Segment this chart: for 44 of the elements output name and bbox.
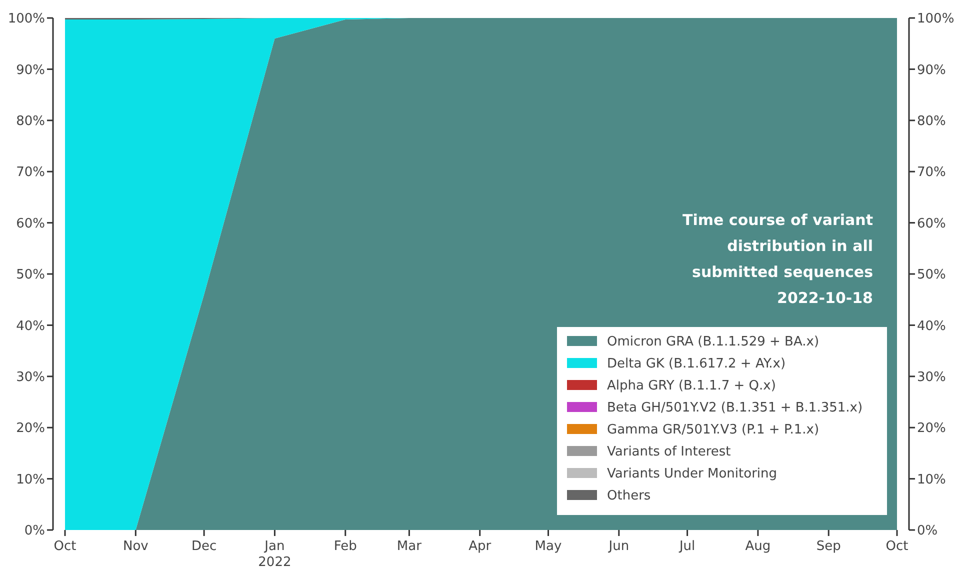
y-tick-label: 20% <box>16 421 45 436</box>
legend-label: Alpha GRY (B.1.1.7 + Q.x) <box>607 378 776 394</box>
legend-label: Beta GH/501Y.V2 (B.1.351 + B.1.351.x) <box>607 400 863 416</box>
y-tick-label: 90% <box>16 62 45 78</box>
x-tick-label: Sep <box>816 539 841 554</box>
y-tick-label: 40% <box>16 318 45 334</box>
y2-tick-label: 50% <box>917 268 946 283</box>
x-tick-label: Oct <box>886 539 908 554</box>
y-tick-label: 70% <box>16 165 45 180</box>
x-tick-label: Jul <box>678 539 696 554</box>
y2-tick-label: 70% <box>917 165 946 180</box>
x-tick-label: Dec <box>191 539 217 554</box>
x-tick-label: Mar <box>396 539 422 554</box>
y-tick-label: 60% <box>16 216 45 232</box>
legend-label: Variants of Interest <box>607 444 731 460</box>
legend-label: Others <box>607 488 651 504</box>
x-tick-label: May <box>534 539 562 554</box>
y2-tick-label: 10% <box>917 472 946 488</box>
x-tick-label: Jun <box>608 539 630 554</box>
y2-tick-label: 40% <box>917 318 946 334</box>
x-tick-label: Aug <box>745 539 771 554</box>
y-tick-label: 100% <box>8 12 45 27</box>
y2-tick-label: 30% <box>917 370 946 385</box>
y-tick-label: 30% <box>16 370 45 385</box>
x-tick-label: Jan 2022 <box>258 539 292 570</box>
x-tick-label: Apr <box>468 539 492 554</box>
y-tick-label: 0% <box>24 524 45 539</box>
y2-tick-label: 80% <box>917 114 946 129</box>
y2-tick-label: 100% <box>917 12 954 27</box>
y-tick-label: 50% <box>16 268 45 283</box>
x-tick-label: Nov <box>122 539 149 554</box>
x-tick-label: Feb <box>334 539 357 554</box>
legend-label: Gamma GR/501Y.V3 (P.1 + P.1.x) <box>607 422 820 438</box>
annotation: Time course of variant distribution in all submitted sequences 2022-10-18 <box>682 211 874 307</box>
x-tick-label: Oct <box>54 539 76 554</box>
legend-label: Variants Under Monitoring <box>607 466 778 482</box>
y2-tick-label: 20% <box>917 421 946 436</box>
y2-tick-label: 60% <box>917 216 946 232</box>
y-tick-label: 10% <box>16 472 45 488</box>
legend-label: Omicron GRA (B.1.1.529 + BA.x) <box>607 334 820 350</box>
y-tick-label: 80% <box>16 114 45 129</box>
y2-tick-label: 0% <box>917 524 938 539</box>
y2-tick-label: 90% <box>917 62 946 78</box>
legend-label: Delta GK (B.1.617.2 + AY.x) <box>607 356 786 372</box>
